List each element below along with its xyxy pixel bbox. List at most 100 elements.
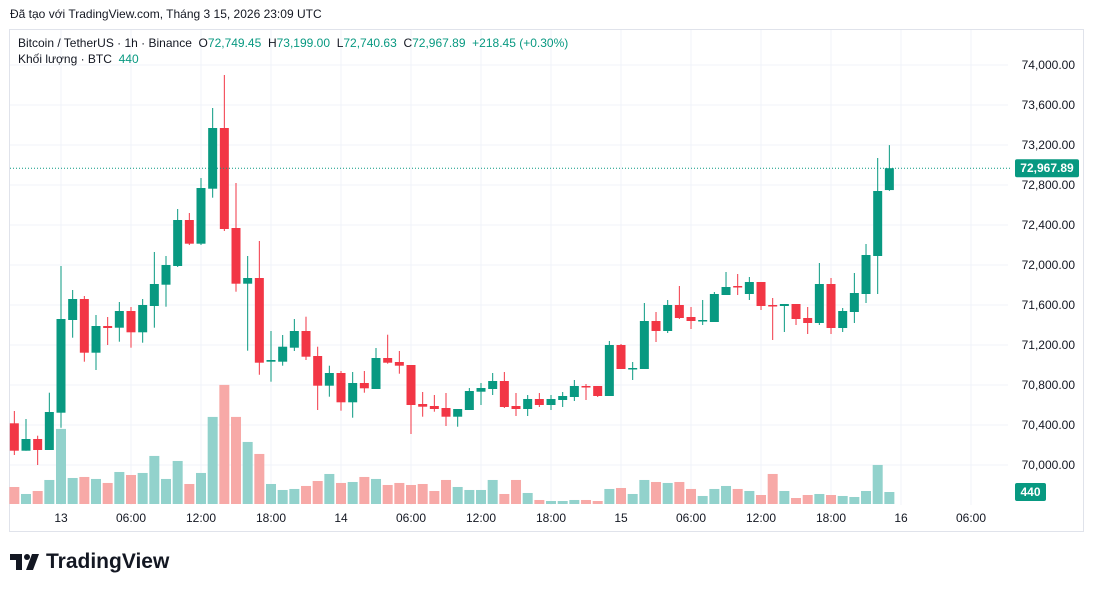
candle-body [301,331,311,357]
candle-body [733,286,743,288]
volume-bar [499,493,510,504]
candle-body [464,391,474,410]
price-tick-label: 73,600.00 [1022,98,1076,112]
candle-body [103,326,113,328]
volume-bar [569,499,580,504]
volume-bar [464,489,475,504]
volume-bar [767,473,778,504]
price-axis: 74,000.00 73,600.00 73,200.00 72,800.00 72,4… [1022,58,1076,472]
volume-bar [709,488,720,504]
open-value: 72,749.45 [207,36,262,50]
volume-bar [207,416,218,504]
price-tick-label: 71,200.00 [1022,338,1076,352]
candle-body [744,282,754,294]
candle-body [861,255,871,294]
time-tick-label: 06:00 [676,511,706,525]
candle-body [429,406,439,409]
candle-body [569,386,579,397]
volume-bar [184,483,195,504]
last-price-label: 72,967.89 [1020,161,1074,175]
volume-bar [359,476,370,504]
candle-body [604,345,614,396]
candle-body [803,318,813,323]
candle-body [324,373,334,386]
grid [10,30,1008,505]
candle-body [849,293,859,312]
candle-body [9,423,19,451]
volume-bar [826,495,837,504]
volume-legend: Khối lượng · BTC 440 [18,52,139,66]
price-tick-label: 72,400.00 [1022,218,1076,232]
candle-body [173,220,183,266]
volume-bar [371,478,382,504]
candle-body [348,383,358,403]
candle-body [406,365,416,405]
volume-bar [56,428,66,504]
candle-body [418,404,428,407]
volume-bar [791,498,802,504]
volume-bar [487,479,498,504]
volume-bar [242,441,253,504]
candle-body [721,287,731,295]
volume-bar [861,490,872,504]
volume-bar [814,493,825,504]
candle-body [663,305,673,331]
candle-body [231,228,241,284]
candle-body [21,439,31,451]
low-value: 72,740.63 [343,36,397,50]
volume-bar [417,483,428,504]
ohlc-legend: Bitcoin / TetherUS · 1h · Binance O72,74… [18,36,568,50]
candle-body [558,396,568,400]
candle-body [161,265,171,285]
candle-body [476,388,486,392]
volume-bar [382,484,393,504]
candle-body [779,304,789,306]
candle-body [313,356,323,386]
time-tick-label: 12:00 [746,511,776,525]
symbol-label: Bitcoin / TetherUS · 1h · Binance [18,36,192,50]
volume-bar [231,416,242,504]
volume-bar [91,478,102,504]
candle-body [91,326,101,353]
volume-bar [254,453,265,504]
volume-bar [324,473,335,504]
volume-bar [394,482,405,504]
volume-bar [686,488,697,504]
candle-body [394,362,404,366]
candle-body [219,128,229,229]
candle-body [453,409,463,417]
candle-body [44,412,54,450]
tradingview-logo[interactable]: TradingView [10,550,169,574]
price-tick-label: 70,400.00 [1022,418,1076,432]
time-tick-label: 06:00 [956,511,986,525]
volume-bar [662,482,673,504]
change-value: +218.45 (+0.30%) [472,36,569,50]
candle-body [581,386,591,388]
candle-body [499,381,509,407]
time-tick-label: 13 [54,511,68,525]
candle-body [79,299,89,353]
volume-bar [604,488,615,504]
volume-bar [289,488,300,504]
candles [9,75,894,465]
price-tick-label: 70,000.00 [1022,458,1076,472]
volume-bar [557,501,568,504]
candle-body [546,399,556,405]
time-tick-label: 15 [614,511,628,525]
candle-body [756,282,766,306]
volume-bar [651,481,662,504]
candle-body [254,278,264,363]
time-tick-label: 18:00 [256,511,286,525]
candle-body [534,399,544,405]
price-tick-label: 72,000.00 [1022,258,1076,272]
volume-bar [44,479,55,504]
volume-bar [429,490,440,504]
last-value-markers: 72,967.89 440 [10,159,1079,501]
candle-body [149,284,159,306]
close-label: C [403,36,413,50]
candle-body [371,358,381,389]
time-tick-label: 06:00 [116,511,146,525]
candle-body [639,321,649,369]
volume-bar [546,501,557,504]
